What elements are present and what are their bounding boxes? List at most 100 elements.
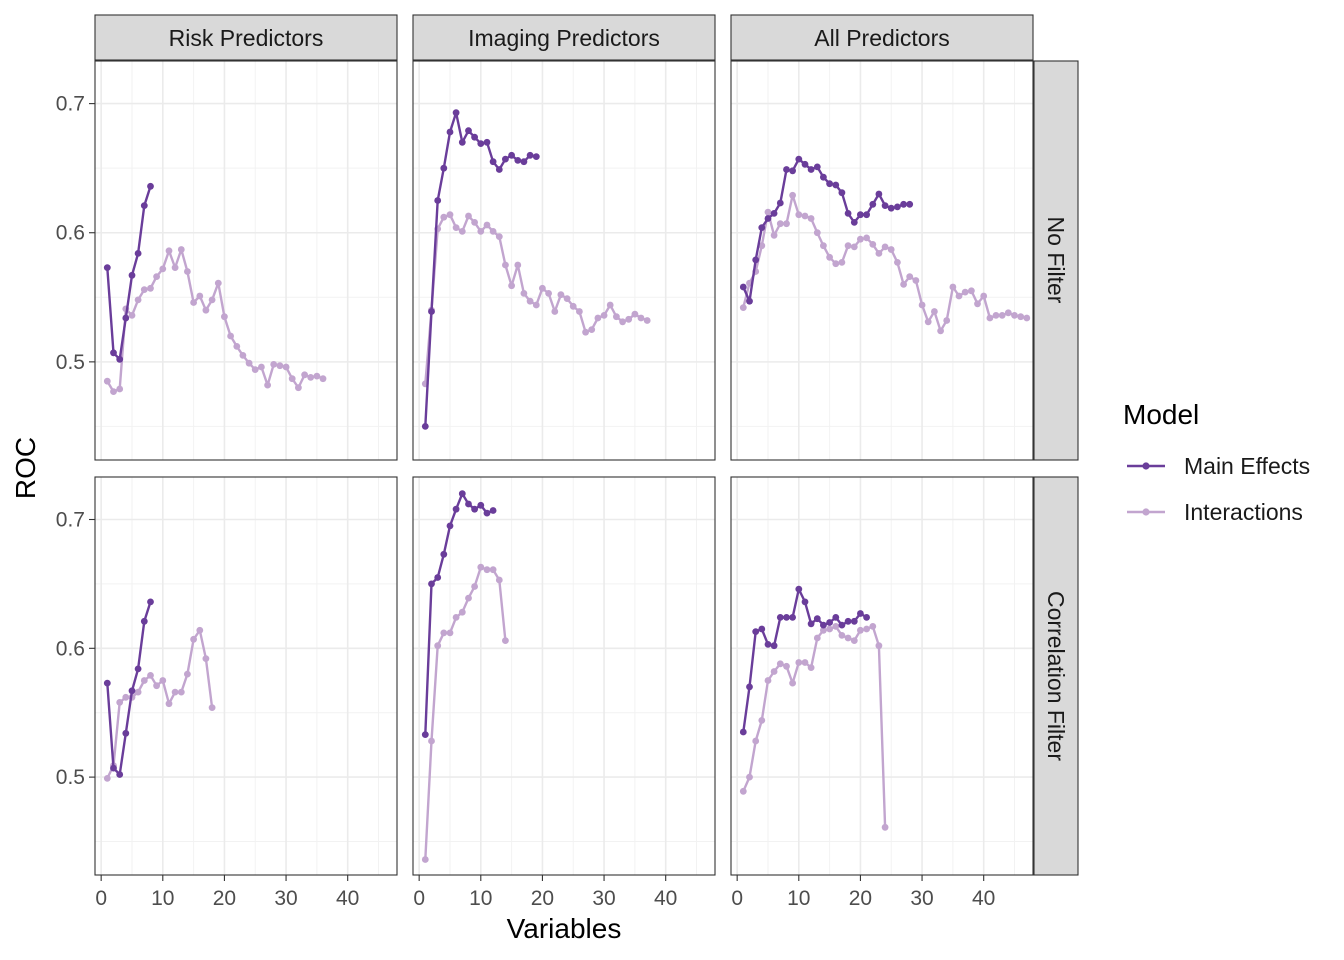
- data-point-main-effects: [857, 211, 864, 219]
- data-point-interactions: [495, 233, 503, 241]
- data-point-interactions: [955, 292, 963, 300]
- panel-border: [412, 476, 716, 876]
- series-interactions: [739, 623, 889, 831]
- panel-background: [95, 477, 397, 875]
- data-point-interactions: [196, 292, 204, 300]
- data-point-interactions: [875, 642, 883, 650]
- data-point-main-effects: [820, 621, 827, 629]
- series-interactions: [739, 191, 1031, 335]
- data-point-interactions: [820, 242, 827, 250]
- data-point-interactions: [103, 377, 111, 385]
- x-tick-label: 30: [592, 887, 615, 910]
- panel-all-predictors-no-filter: [730, 60, 1034, 461]
- data-point-main-effects: [428, 580, 435, 588]
- data-point-main-effects: [863, 614, 870, 621]
- data-point-main-effects: [752, 628, 760, 635]
- legend-label-main-effects: Main Effects: [1184, 453, 1310, 479]
- data-point-main-effects: [739, 728, 747, 736]
- panel-risk-predictors-correlation-filter: [94, 476, 398, 876]
- data-point-interactions: [184, 670, 191, 678]
- legend-entry-main-effects: Main Effects: [1127, 453, 1310, 479]
- data-point-interactions: [551, 308, 559, 315]
- data-point-interactions: [539, 284, 546, 292]
- strip-col-imaging: Imaging Predictors: [468, 25, 660, 51]
- data-point-main-effects: [103, 264, 111, 271]
- data-point-interactions: [770, 668, 778, 675]
- legend-title: Model: [1123, 399, 1199, 430]
- data-point-interactions: [906, 273, 914, 280]
- data-point-main-effects: [894, 203, 901, 211]
- x-tick-label: 30: [910, 887, 933, 910]
- data-point-interactions: [532, 301, 540, 309]
- data-point-interactions: [452, 614, 460, 621]
- panel-background: [413, 477, 715, 875]
- data-point-main-effects: [134, 250, 142, 257]
- data-point-interactions: [184, 268, 191, 275]
- data-point-interactions: [140, 677, 148, 684]
- data-point-main-effects: [783, 614, 790, 621]
- y-tick-label: 0.5: [56, 766, 85, 789]
- data-point-main-effects: [489, 158, 497, 166]
- data-point-interactions: [863, 234, 870, 242]
- data-point-interactions: [483, 566, 491, 574]
- data-point-interactions: [887, 246, 895, 253]
- data-point-main-effects: [128, 271, 136, 279]
- data-point-interactions: [857, 235, 864, 243]
- data-point-main-effects: [508, 151, 515, 159]
- data-point-interactions: [980, 292, 988, 300]
- data-point-main-effects: [826, 180, 833, 188]
- data-point-interactions: [758, 242, 766, 250]
- panel-all-predictors-correlation-filter: [730, 476, 1034, 876]
- data-point-interactions: [295, 384, 302, 392]
- data-point-interactions: [251, 366, 259, 373]
- data-point-main-effects: [421, 731, 429, 738]
- data-point-interactions: [937, 327, 944, 335]
- data-point-interactions: [838, 632, 846, 639]
- data-point-interactions: [288, 375, 296, 383]
- data-point-interactions: [1023, 314, 1031, 322]
- data-point-interactions: [171, 264, 179, 271]
- series-main-effects: [103, 182, 154, 363]
- data-point-main-effects: [458, 138, 466, 146]
- data-point-main-effects: [758, 224, 766, 232]
- data-point-interactions: [465, 594, 472, 602]
- data-point-interactions: [783, 220, 790, 228]
- data-point-main-effects: [850, 219, 858, 226]
- data-point-interactions: [838, 259, 846, 266]
- data-point-main-effects: [739, 283, 747, 291]
- axes: 0.5 0.6 0.7 0.5 0.6 0.7 0 10 20 30 40 0 10 20 30 40 0 10 2…: [56, 93, 996, 910]
- row-strips: No Filter Correlation Filter: [1033, 60, 1079, 876]
- data-point-main-effects: [110, 764, 117, 772]
- data-point-interactions: [986, 314, 994, 322]
- data-point-interactions: [739, 304, 747, 311]
- data-point-interactions: [801, 659, 809, 666]
- data-point-interactions: [514, 261, 522, 269]
- data-point-main-effects: [520, 158, 528, 166]
- data-point-main-effects: [776, 199, 784, 207]
- data-point-interactions: [912, 277, 920, 284]
- y-tick-label: 0.5: [56, 351, 85, 374]
- data-point-main-effects: [532, 153, 540, 161]
- data-point-main-effects: [832, 181, 840, 189]
- y-tick-label: 0.6: [56, 222, 85, 245]
- data-point-main-effects: [502, 155, 509, 163]
- data-point-main-effects: [801, 598, 809, 606]
- y-tick-label: 0.7: [56, 509, 85, 532]
- data-point-main-effects: [452, 109, 460, 117]
- data-point-interactions: [594, 314, 602, 322]
- legend-label-interactions: Interactions: [1184, 499, 1303, 525]
- data-point-main-effects: [128, 687, 136, 695]
- data-point-interactions: [159, 265, 167, 273]
- x-tick-label: 20: [213, 887, 236, 910]
- data-point-interactions: [502, 637, 509, 644]
- data-point-main-effects: [881, 202, 889, 210]
- series-interactions: [103, 246, 327, 395]
- data-point-interactions: [783, 662, 790, 670]
- data-point-interactions: [221, 313, 228, 321]
- data-point-interactions: [483, 221, 491, 229]
- data-point-interactions: [1011, 312, 1018, 319]
- data-point-interactions: [147, 284, 154, 292]
- data-point-main-effects: [795, 155, 803, 163]
- data-point-interactions: [857, 626, 864, 634]
- x-tick-label: 10: [469, 887, 492, 910]
